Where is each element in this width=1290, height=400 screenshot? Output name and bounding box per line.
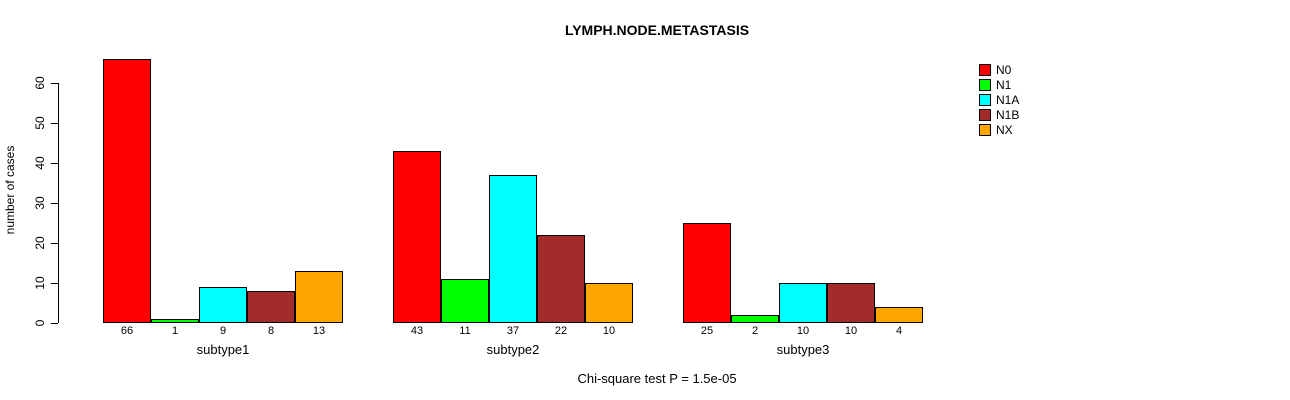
y-tick-mark — [51, 323, 58, 324]
y-tick-label: 20 — [33, 236, 47, 250]
bar-value-label: 9 — [219, 325, 227, 337]
y-tick-mark — [51, 203, 58, 204]
bar-value-label: 4 — [895, 325, 903, 337]
y-tick-label: 50 — [33, 116, 47, 130]
bar-n1-subtype1 — [151, 319, 199, 323]
chart-title: LYMPH.NODE.METASTASIS — [564, 22, 750, 38]
legend-item-n1: N1 — [979, 77, 1019, 92]
bar-n1b-subtype3 — [827, 283, 875, 323]
y-tick-mark — [51, 243, 58, 244]
bar-n0-subtype1 — [103, 59, 151, 323]
bar-n0-subtype2 — [393, 151, 441, 323]
bar-n1a-subtype3 — [779, 283, 827, 323]
legend-item-n1a: N1A — [979, 92, 1019, 107]
bar-n1-subtype3 — [731, 315, 779, 323]
legend-label: N0 — [996, 62, 1012, 77]
y-tick-label: 30 — [33, 196, 47, 210]
legend-swatch-icon — [979, 108, 991, 121]
bar-value-label: 11 — [459, 325, 471, 337]
y-axis-line — [58, 83, 59, 323]
y-tick-mark — [51, 163, 58, 164]
y-tick-label: 40 — [33, 156, 47, 170]
bar-value-label: 22 — [554, 325, 568, 337]
bar-value-label: 2 — [751, 325, 759, 337]
bar-value-label: 43 — [410, 325, 424, 337]
legend-swatch-icon — [979, 78, 991, 91]
bar-n0-subtype3 — [683, 223, 731, 323]
y-tick-label: 60 — [33, 76, 47, 90]
legend-item-n0: N0 — [979, 62, 1019, 77]
bar-value-label: 25 — [700, 325, 714, 337]
bar-n1-subtype2 — [441, 279, 489, 323]
bar-n1a-subtype2 — [489, 175, 537, 323]
bar-nx-subtype3 — [875, 307, 923, 323]
legend-swatch-icon — [979, 123, 991, 136]
legend-item-n1b: N1B — [979, 107, 1019, 122]
legend-label: N1A — [996, 92, 1020, 107]
legend-label: NX — [996, 122, 1013, 137]
legend-swatch-icon — [979, 63, 991, 76]
y-tick-mark — [51, 123, 58, 124]
y-axis-title: number of cases — [3, 145, 17, 235]
bar-n1b-subtype1 — [247, 291, 295, 323]
bar-value-label: 1 — [171, 325, 179, 337]
bar-value-label: 10 — [796, 325, 810, 337]
legend-label: N1 — [996, 77, 1012, 92]
chi-square-note: Chi-square test P = 1.5e-05 — [577, 371, 737, 386]
bar-value-label: 8 — [267, 325, 275, 337]
bar-value-label: 13 — [312, 325, 326, 337]
bar-n1b-subtype2 — [537, 235, 585, 323]
bar-nx-subtype1 — [295, 271, 343, 323]
bar-value-label: 66 — [120, 325, 134, 337]
legend: N0 N1 N1A N1B NX — [979, 62, 1019, 137]
bar-value-label: 10 — [602, 325, 616, 337]
bar-n1a-subtype1 — [199, 287, 247, 323]
legend-label: N1B — [996, 107, 1020, 122]
legend-swatch-icon — [979, 93, 991, 106]
group-label-subtype2: subtype2 — [486, 342, 540, 357]
group-label-subtype1: subtype1 — [196, 342, 250, 357]
y-tick-label: 0 — [33, 319, 47, 327]
bar-value-label: 37 — [506, 325, 520, 337]
bar-value-label: 10 — [844, 325, 858, 337]
group-label-subtype3: subtype3 — [776, 342, 830, 357]
bar-nx-subtype2 — [585, 283, 633, 323]
y-tick-label: 10 — [33, 276, 47, 290]
y-tick-mark — [51, 83, 58, 84]
legend-item-nx: NX — [979, 122, 1019, 137]
y-tick-mark — [51, 283, 58, 284]
